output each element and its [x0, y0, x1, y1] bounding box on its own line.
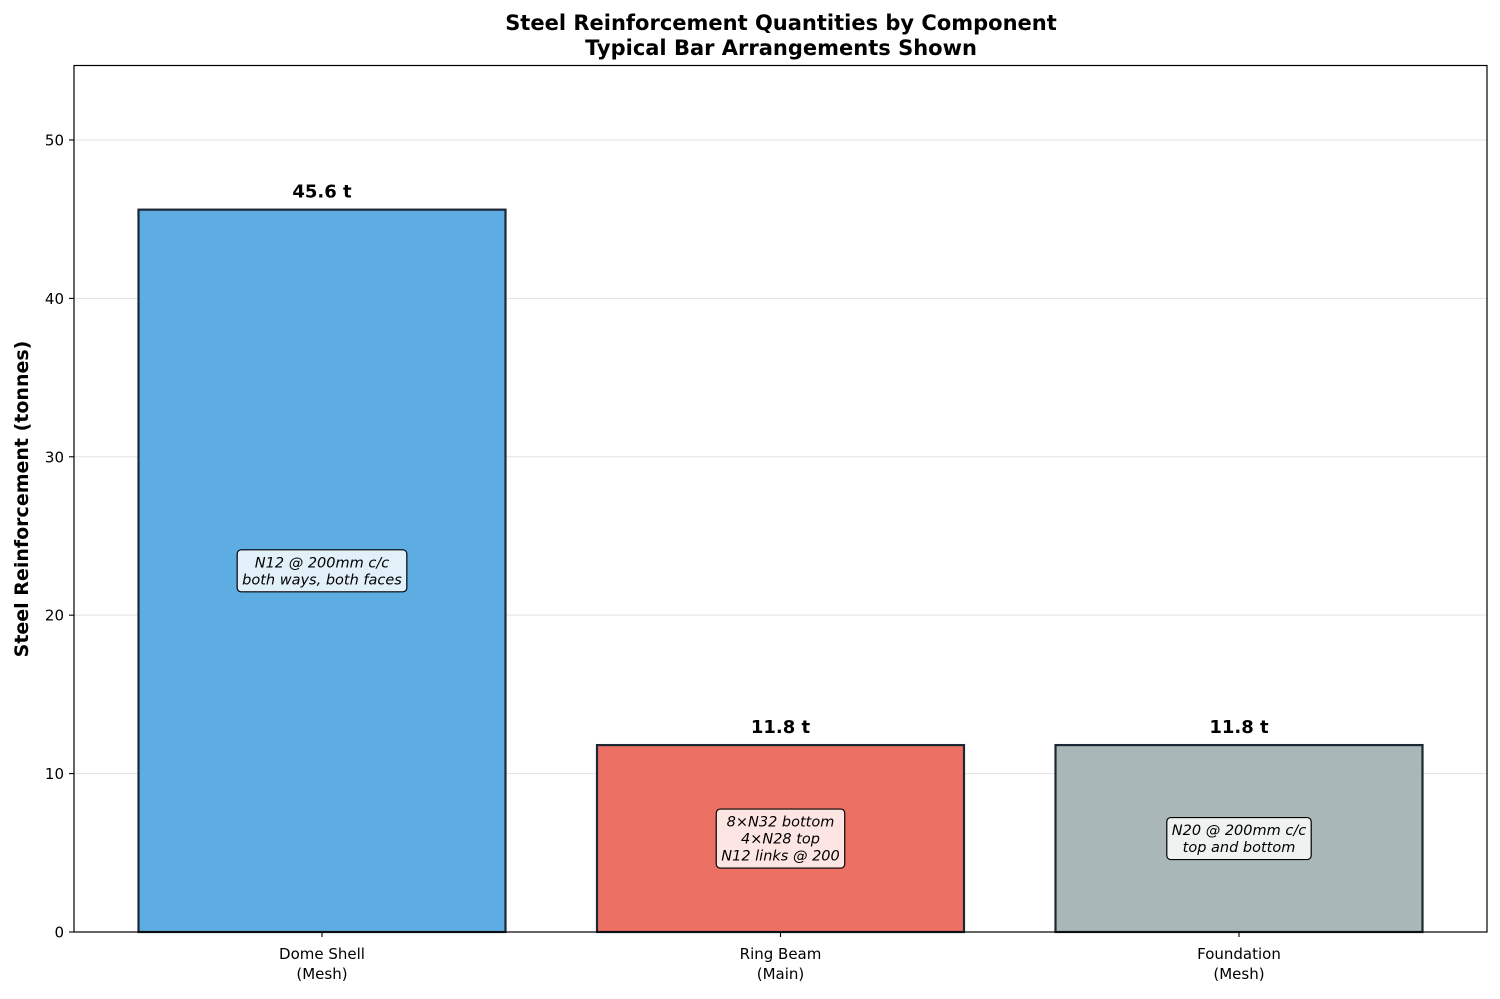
annotation-text: top and bottom [1183, 840, 1296, 856]
x-tick-label: (Mesh) [1213, 965, 1264, 983]
chart-title-line-2: Typical Bar Arrangements Shown [585, 36, 977, 60]
x-tick-label: (Main) [757, 965, 805, 983]
annotation-box [715, 808, 846, 869]
annotation-text: both ways, both faces [242, 572, 402, 588]
annotation-box [236, 549, 408, 593]
y-axis-label: Steel Reinforcement (tonnes) [11, 341, 33, 658]
x-tick-label: Foundation [1197, 945, 1281, 963]
y-tick-label: 20 [45, 607, 64, 625]
chart-title-line-1: Steel Reinforcement Quantities by Compon… [505, 11, 1057, 35]
y-tick-label: 50 [45, 131, 64, 149]
y-tick-label: 0 [54, 924, 64, 942]
annotation-box [1166, 816, 1312, 861]
y-tick-label: 30 [45, 448, 64, 466]
bar-value-label: 11.8 t [751, 717, 811, 738]
annotation-text: 4×N28 top [741, 832, 820, 848]
bar-value-label: 11.8 t [1209, 717, 1269, 738]
annotation-text: N12 @ 200mm c/c [255, 555, 389, 571]
x-tick-label: Ring Beam [740, 945, 822, 963]
axis-ticks: 0 10 20 30 40 50 Dome Shell (Mesh) Ring Beam (Mai… [45, 131, 1281, 983]
x-tick-label: Dome Shell [279, 945, 365, 963]
annotation-text: N20 @ 200mm c/c [1172, 823, 1306, 839]
annotation-text: N12 links @ 200 [721, 849, 840, 865]
y-tick-label: 10 [45, 765, 64, 783]
y-tick-label: 40 [45, 290, 64, 308]
bar-value-label: 45.6 t [292, 182, 352, 203]
x-tick-label: (Mesh) [296, 965, 347, 983]
annotation-text: 8×N32 bottom [727, 815, 835, 831]
